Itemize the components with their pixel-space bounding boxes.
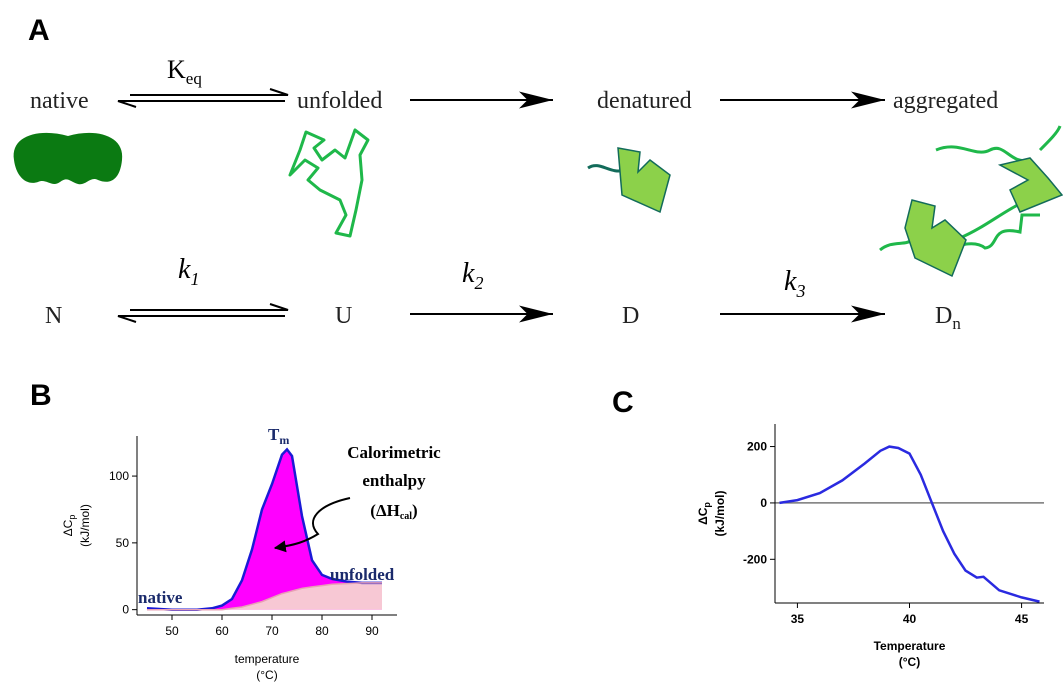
x-tick-label: 90: [365, 624, 379, 638]
denatured-protein: [617, 147, 671, 214]
aggregate-chains: [879, 125, 1062, 252]
state-label: denatured: [597, 88, 692, 114]
symbol-sub: n: [952, 314, 961, 333]
y-label-symbol: ΔC: [61, 519, 75, 536]
y-tick-label: 200: [747, 440, 767, 454]
tm-sub: m: [279, 433, 289, 447]
symbol-label: U: [335, 303, 352, 329]
chart-c: -200 0 200 35 40 45 Temperature (°C) ΔCp(kJ/mol): [696, 424, 1044, 669]
rate-base: k: [178, 254, 191, 285]
x-tick-label: 35: [791, 612, 805, 626]
panel-label: C: [612, 386, 634, 419]
rate-sub: 3: [795, 281, 805, 301]
x-axis-label: (°C): [256, 668, 277, 682]
area: [147, 582, 382, 610]
annotation: unfolded: [330, 565, 395, 584]
x-tick-label: 70: [265, 624, 279, 638]
symbol-label: D: [622, 303, 639, 329]
annotation-tail: ): [412, 501, 418, 520]
annotation-sub: cal: [400, 511, 412, 522]
tm-base: T: [268, 425, 280, 444]
y-label-sub: p: [702, 502, 712, 508]
x-axis-label: Temperature: [874, 639, 946, 653]
annotation-base: (ΔH: [370, 501, 400, 520]
rate-label: k3: [784, 266, 805, 301]
y-tick-label: 0: [760, 496, 767, 510]
panel-label: B: [30, 379, 52, 412]
y-tick-label: 50: [116, 536, 130, 550]
y-label-sub: p: [67, 515, 77, 520]
x-tick-label: 60: [215, 624, 229, 638]
keq-label: Keq: [167, 55, 202, 88]
y-label-symbol: ΔC: [696, 507, 710, 525]
y-tick-label: 0: [122, 603, 129, 617]
line: [147, 582, 382, 611]
arrows-bottom: [117, 303, 885, 323]
symbol-base: D: [935, 303, 952, 329]
x-axis-label: (°C): [899, 655, 920, 669]
rate-sub: 1: [190, 269, 199, 289]
rate-label: k1: [178, 254, 199, 289]
symbol-label: N: [45, 303, 62, 329]
rate-label: k2: [462, 258, 483, 293]
area: [147, 449, 382, 610]
native-protein: [13, 132, 123, 185]
x-tick-label: 40: [903, 612, 917, 626]
state-label: native: [30, 88, 89, 114]
rate-sub: 2: [474, 273, 483, 293]
y-axis-label: ΔCp(kJ/mol): [696, 490, 727, 536]
keq-base: K: [167, 55, 186, 84]
chart-b: 0 50 100 50 60 70 80 90 temperature (°C) ΔCp(kJ/mo…: [61, 436, 397, 682]
arrows-top: [117, 88, 885, 109]
state-label: aggregated: [893, 88, 998, 114]
annotation: enthalpy: [362, 471, 426, 490]
annotation: native: [138, 588, 183, 607]
symbol-label: Dn: [935, 303, 961, 333]
tm-label: Tm: [268, 425, 289, 447]
line: [146, 447, 382, 611]
y-label-unit: (kJ/mol): [78, 504, 92, 547]
x-tick-label: 45: [1015, 612, 1029, 626]
eq-arrow-back: [117, 100, 285, 108]
unfolded-protein: [288, 128, 370, 238]
rate-base: k: [462, 258, 475, 289]
x-tick-label: 80: [315, 624, 329, 638]
y-label-unit: (kJ/mol): [713, 490, 727, 536]
eq-arrow-forward: [130, 303, 289, 311]
line: [779, 445, 1040, 603]
annotation-arrow: [273, 497, 351, 553]
y-axis-label: ΔCp(kJ/mol): [61, 504, 92, 547]
keq-sub: eq: [186, 69, 203, 88]
eq-arrow-forward: [130, 88, 289, 96]
aggregate-unit: [997, 157, 1063, 213]
panel-label: A: [28, 14, 50, 47]
annotation: (ΔHcal): [370, 501, 417, 522]
eq-arrow-back: [117, 315, 285, 323]
x-axis-label: temperature: [235, 652, 300, 666]
aggregate-unit: [904, 199, 967, 278]
rate-base: k: [784, 266, 797, 297]
annotation: Calorimetric: [347, 443, 441, 462]
x-tick-label: 50: [165, 624, 179, 638]
y-tick-label: -200: [743, 552, 767, 566]
state-label: unfolded: [297, 88, 382, 114]
y-tick-label: 100: [109, 469, 129, 483]
